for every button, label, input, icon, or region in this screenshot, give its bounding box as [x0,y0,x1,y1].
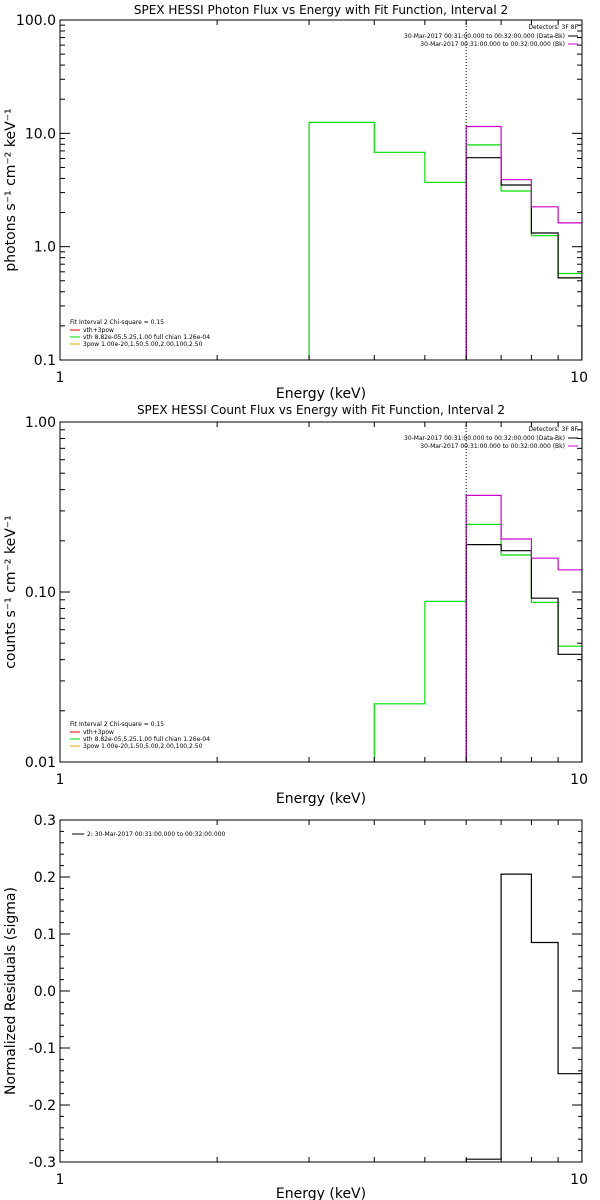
x-tick-label: 10 [570,370,588,386]
y-tick-label: 100.0 [16,13,56,29]
y-tick-label: 0.3 [34,813,56,829]
y-tick-label: -0.1 [29,1041,56,1057]
y-axis-label: counts s⁻¹ cm⁻² keV⁻¹ [3,515,19,669]
fit-legend-entry: vth+3pow [83,729,114,736]
legend-header: Detectors: 3F 8F [528,426,578,433]
series-line-1 [465,873,582,1162]
y-tick-label: 0.10 [25,585,56,601]
fit-legend-entry: vth+3pow [83,327,114,334]
series-line-3 [465,125,582,360]
x-tick-label: 1 [56,1172,65,1188]
fit-legend-entry: vth 8.82e-05,5.25,1.00 full chian 1.26e-… [83,736,210,743]
legend-entry: 30-Mar-2017 00:31:00.000 to 00:32:00.000… [404,33,565,40]
y-tick-label: 0.1 [34,927,56,943]
y-tick-label: 10.0 [25,126,56,142]
chart-panel-1: SPEX HESSI Photon Flux vs Energy with Fi… [3,3,588,402]
fit-legend-entry: 3pow 1.00e-20,1.50,5.00,2.00,100,2.50 [83,341,203,348]
series-line-2 [465,157,582,360]
fit-legend-header: Fit Interval 2 Chi-square = 0.15 [70,721,164,728]
y-tick-label: 0.2 [34,870,56,886]
y-tick-label: 0.0 [34,984,56,1000]
chart-title: SPEX HESSI Photon Flux vs Energy with Fi… [134,3,508,17]
y-tick-label: -0.3 [29,1155,56,1171]
x-tick-label: 1 [56,772,65,788]
y-tick-label: 1.0 [34,240,56,256]
fit-legend-entry: 3pow 1.00e-20,1.50,5.00,2.00,100,2.50 [83,743,203,750]
x-axis-label: Energy (keV) [276,791,366,807]
legend-entry: 30-Mar-2017 00:31:00.000 to 00:32:00.000… [404,435,565,442]
fit-legend-header: Fit Interval 2 Chi-square = 0.15 [70,319,164,326]
legend-entry: 2: 30-Mar-2017 00:31:00.000 to 00:32:00.… [87,831,225,838]
series-group [373,494,582,762]
series-line-1 [308,121,582,360]
plot-frame [59,819,583,1163]
series-line-2 [465,544,582,762]
plot-frame [59,421,583,763]
series-group [308,121,582,360]
x-tick-label: 1 [56,370,65,386]
plot-frame [59,19,583,361]
series-line-3 [465,494,582,762]
x-tick-label: 10 [570,1172,588,1188]
legend-entry: 30-Mar-2017 00:31:00.000 to 00:32:00.000… [420,41,565,48]
y-tick-label: 0.01 [25,755,56,771]
y-tick-label: -0.2 [29,1098,56,1114]
legend-header: Detectors: 3F 8F [528,24,578,31]
y-tick-label: 0.1 [34,353,56,369]
x-axis-label: Energy (keV) [276,1186,366,1200]
legend-entry: 30-Mar-2017 00:31:00.000 to 00:32:00.000… [420,443,565,450]
y-axis-label: photons s⁻¹ cm⁻² keV⁻¹ [3,108,19,271]
chart-panel-3: 1 10 -0.3 -0.2 -0.1 0.0 0.1 0.2 0.3 Energy (keV) N… [3,813,588,1200]
y-tick-label: 1.00 [25,415,56,431]
x-tick-label: 10 [570,772,588,788]
x-axis-label: Energy (keV) [276,386,366,402]
series-line-1 [373,523,582,762]
series-group [465,873,582,1162]
chart-panel-2: SPEX HESSI Count Flux vs Energy with Fit… [3,403,588,807]
chart-title: SPEX HESSI Count Flux vs Energy with Fit… [137,403,505,417]
y-axis-label: Normalized Residuals (sigma) [3,887,19,1095]
fit-legend-entry: vth 8.82e-05,5.25,1.00 full chian 1.26e-… [83,334,210,341]
